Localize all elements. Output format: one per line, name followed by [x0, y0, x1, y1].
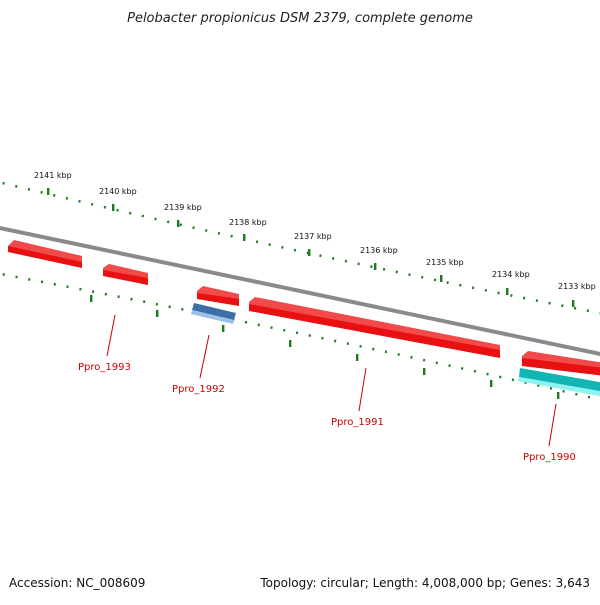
map-title: Pelobacter propionicus DSM 2379, complet…: [127, 11, 473, 26]
gene-label[interactable]: Ppro_1991: [331, 417, 384, 428]
gene-feature[interactable]: [103, 270, 148, 285]
leader-line: [199, 334, 210, 379]
inner-major-tick: [156, 310, 159, 317]
gene-label[interactable]: Ppro_1993: [78, 362, 131, 373]
accession-text: Accession: NC_008609: [9, 576, 145, 590]
gene-feature[interactable]: [191, 310, 234, 324]
inner-major-tick: [289, 340, 292, 347]
gene-feature[interactable]: [197, 293, 239, 306]
gene-feature[interactable]: [249, 304, 500, 358]
genome-backbone: [0, 226, 600, 356]
genome-summary-text: Topology: circular; Length: 4,008,000 bp…: [259, 576, 590, 590]
leader-line: [106, 314, 116, 357]
tick-label: 2140 kbp: [99, 187, 137, 196]
reverse-genes: [191, 303, 600, 397]
inner-major-tick: [356, 354, 359, 361]
tick-label: 2136 kbp: [360, 246, 398, 255]
tick-label: 2139 kbp: [164, 203, 202, 212]
gene-feature[interactable]: [8, 246, 82, 268]
tick-label: 2138 kbp: [229, 218, 267, 227]
leader-line: [548, 403, 557, 447]
inner-major-tick: [490, 380, 493, 387]
tick-label: 2133 kbp: [558, 282, 596, 291]
ruler-ticks: 2141 kbp 2140 kbp 2139 kbp 2138 kbp 2137…: [34, 171, 596, 307]
forward-genes: [8, 240, 600, 376]
gene-feature[interactable]: [519, 368, 600, 392]
major-tick: [506, 288, 509, 295]
major-tick: [440, 275, 443, 282]
tick-label: 2141 kbp: [34, 171, 72, 180]
gene-feature[interactable]: [522, 351, 600, 370]
major-tick: [374, 263, 377, 270]
tick-label: 2134 kbp: [492, 270, 530, 279]
inner-major-tick: [222, 325, 225, 332]
gene-feature[interactable]: [518, 377, 600, 397]
gene-feature[interactable]: [522, 358, 600, 376]
inner-ruler-ticks: [90, 295, 560, 399]
major-tick: [243, 234, 246, 241]
major-tick: [308, 249, 311, 256]
major-tick: [47, 188, 50, 195]
major-tick: [112, 204, 115, 211]
gene-feature[interactable]: [197, 286, 239, 300]
inner-major-tick: [557, 392, 560, 399]
inner-major-tick: [90, 295, 93, 302]
gene-label[interactable]: Ppro_1992: [172, 384, 225, 395]
gene-feature[interactable]: [192, 303, 236, 320]
gene-label[interactable]: Ppro_1990: [523, 452, 576, 463]
tick-label: 2137 kbp: [294, 232, 332, 241]
gene-label-leaders: [106, 314, 557, 447]
tick-label: 2135 kbp: [426, 258, 464, 267]
major-tick: [572, 300, 575, 307]
gene-labels: Ppro_1993 Ppro_1992 Ppro_1991 Ppro_1990: [78, 362, 576, 463]
leader-line: [358, 367, 367, 412]
gene-feature[interactable]: [249, 297, 500, 352]
inner-major-tick: [423, 368, 426, 375]
major-tick: [177, 220, 180, 227]
